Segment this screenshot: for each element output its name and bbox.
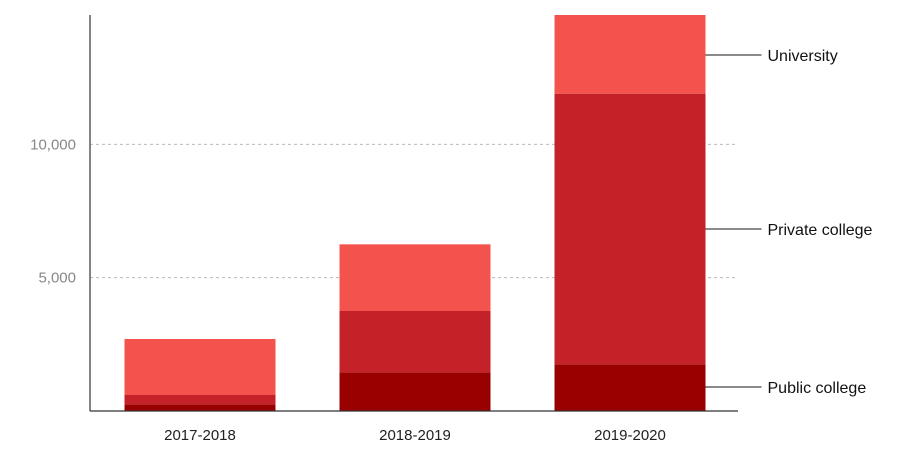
- bar-private-college-2018-2019: [339, 311, 491, 373]
- series-labels: Public college Private college University: [705, 48, 873, 397]
- bar-public-college-2018-2019: [339, 372, 491, 411]
- y-axis-ticks: 5,000 10,000: [30, 136, 76, 286]
- bars: [124, 15, 706, 411]
- bar-university-2017-2018: [124, 339, 276, 395]
- bar-university-2018-2019: [339, 244, 491, 311]
- bar-public-college-2017-2018: [124, 404, 276, 411]
- series-label-private-college: Private college: [768, 222, 873, 239]
- x-tick-label: 2018-2019: [379, 427, 451, 444]
- y-tick-label: 5,000: [38, 270, 76, 287]
- y-tick-label: 10,000: [30, 136, 76, 153]
- bar-university-2019-2020: [554, 15, 706, 94]
- bar-private-college-2017-2018: [124, 395, 276, 405]
- x-tick-label: 2017-2018: [164, 427, 236, 444]
- x-axis-labels: 2017-2018 2018-2019 2019-2020: [164, 427, 666, 444]
- bar-public-college-2019-2020: [554, 364, 706, 411]
- series-label-university: University: [768, 48, 838, 65]
- bar-private-college-2019-2020: [554, 93, 706, 365]
- series-label-public-college: Public college: [768, 380, 867, 397]
- x-tick-label: 2019-2020: [594, 427, 666, 444]
- axes: [89, 15, 738, 412]
